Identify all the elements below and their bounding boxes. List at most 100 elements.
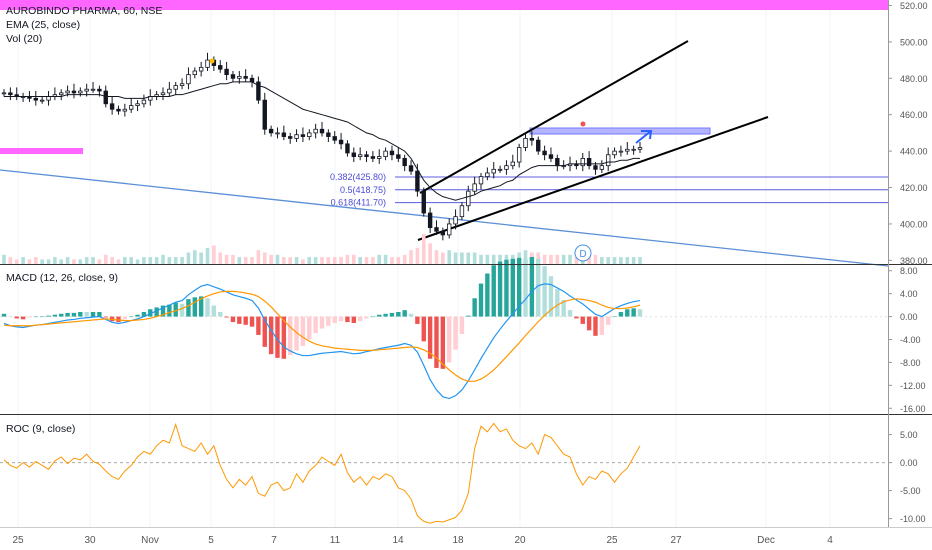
volume-bar [358,257,362,264]
volume-bar [428,243,432,264]
macd-histogram-bar [504,259,509,317]
volume-bar [129,257,133,264]
candle-body [122,108,128,112]
volume-bar [97,259,102,264]
macd-histogram-bar [357,316,363,322]
candle-body [135,103,140,107]
candle-body [612,150,617,156]
time-tick-label: 11 [330,535,341,546]
candle-body [65,90,70,94]
candle-body [364,154,369,157]
volume-bar [148,257,153,264]
candle-body [97,88,102,92]
macd-histogram-bar [434,316,439,368]
price-tick-label: 420.00 [900,183,928,193]
candle-body [332,136,337,141]
volume-bar [65,257,70,264]
roc-title[interactable]: ROC (9, close) [6,423,76,435]
price-tick-label: 480.00 [900,74,928,84]
ema-legend[interactable]: EMA (25, close) [6,19,81,31]
macd-histogram-bar [148,309,153,317]
macd-histogram-bar [338,316,344,322]
volume-bar [574,257,579,264]
volume-bar [593,254,598,264]
candle-body [218,65,223,70]
candle-body [370,156,376,159]
volume-bar [275,254,280,264]
macd-histogram-bar [631,308,636,317]
macd-tick-label: -4.00 [900,335,921,345]
macd-histogram-bar [478,283,484,317]
price-legend: AUROBINDO PHARMA, 60, NSE EMA (25, close… [6,4,162,46]
candle-body [243,76,248,79]
volume-bar [167,257,172,264]
channel-lower-line [417,116,769,241]
candle-body [230,74,236,79]
price-tick-label: 400.00 [900,219,928,229]
candle-body [637,147,643,150]
macd-histogram-bar [332,316,337,323]
macd-histogram-bar [249,316,255,327]
macd-histogram-bar [122,316,128,320]
macd-histogram-bar [548,276,554,317]
macd-histogram-bar [78,311,83,317]
dividend-marker [574,244,592,262]
volume-bar [402,254,407,264]
candle-body [529,137,535,141]
macd-histogram-bar [402,310,407,317]
macd-histogram-bar [39,316,45,318]
macd-histogram-bar [612,316,617,318]
volume-bar [409,250,413,264]
volume-bar [21,257,25,264]
candle-body [103,90,108,105]
volume-legend[interactable]: Vol (20) [6,33,43,45]
volume-bar [320,257,324,264]
time-tick-label: 18 [452,535,464,546]
volume-bar [53,257,57,264]
candle-body [59,92,64,96]
volume-bar [561,254,566,264]
candle-body [504,165,509,170]
macd-histogram-bar [625,309,630,317]
macd-histogram-bar [300,316,306,346]
volume-bar [555,254,560,264]
candle-body [198,66,204,72]
candle-body [523,137,528,148]
volume-bar [186,252,191,264]
signal-dot-red [580,121,586,127]
volume-bar [345,254,350,264]
macd-histogram-bar [1,313,7,317]
roc-panel [0,422,888,524]
volume-bar [34,257,38,264]
candle-body [71,90,77,94]
macd-histogram-bar [71,312,77,317]
candle-body [167,88,172,94]
candle-body [8,92,13,96]
candle-body [548,154,554,159]
roc-tick-label: -10.00 [900,514,926,524]
macd-tick-label: 8.00 [900,266,918,276]
candle-body [466,190,471,207]
symbol-title[interactable]: AUROBINDO PHARMA, 60, NSE [6,5,163,17]
macd-title[interactable]: MACD (12, 26, close, 9) [6,272,119,284]
macd-histogram-bar [224,316,229,318]
candle-body [307,132,312,137]
macd-histogram-bar [275,316,280,358]
candle-body [90,88,96,91]
volume-bar [491,254,496,264]
time-tick-label: 4 [827,535,833,546]
candle-body [606,154,611,167]
volume-bar [14,259,19,264]
candle-body [421,190,426,214]
macd-histogram-bar [65,312,70,317]
roc-tick-label: 5.00 [900,430,918,440]
candle-body [313,128,318,134]
macd-histogram-bar [205,298,210,317]
roc-tick-label: -5.00 [900,486,921,496]
candle-body [268,128,274,134]
macd-histogram-bar [555,289,560,317]
candle-body [402,157,407,167]
volume-bar [288,257,292,264]
